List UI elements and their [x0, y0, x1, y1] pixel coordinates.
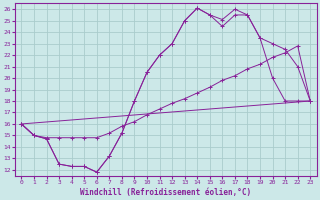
X-axis label: Windchill (Refroidissement éolien,°C): Windchill (Refroidissement éolien,°C) — [80, 188, 252, 197]
